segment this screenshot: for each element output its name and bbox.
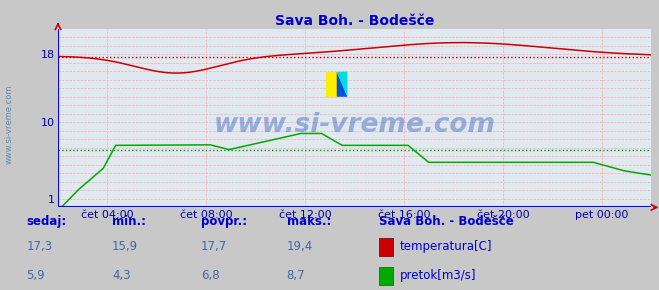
Bar [379,238,393,255]
Text: temperatura[C]: temperatura[C] [400,240,492,253]
Text: sedaj:: sedaj: [26,215,67,228]
Text: maks.:: maks.: [287,215,331,228]
Text: 8,7: 8,7 [287,269,305,282]
Text: min.:: min.: [112,215,146,228]
Text: 4,3: 4,3 [112,269,130,282]
Text: 15,9: 15,9 [112,240,138,253]
Bar [326,72,337,97]
Polygon shape [337,72,347,97]
Text: 19,4: 19,4 [287,240,313,253]
Text: www.si-vreme.com: www.si-vreme.com [214,112,496,138]
Text: 17,3: 17,3 [26,240,53,253]
Text: www.si-vreme.com: www.si-vreme.com [5,85,14,164]
Text: Sava Boh. - Bodešče: Sava Boh. - Bodešče [379,215,513,228]
Text: 17,7: 17,7 [201,240,227,253]
Text: povpr.:: povpr.: [201,215,247,228]
Bar [379,267,393,284]
Text: pretok[m3/s]: pretok[m3/s] [400,269,476,282]
Text: 5,9: 5,9 [26,269,45,282]
Polygon shape [337,72,347,97]
Text: 6,8: 6,8 [201,269,219,282]
Title: Sava Boh. - Bodešče: Sava Boh. - Bodešče [275,14,434,28]
